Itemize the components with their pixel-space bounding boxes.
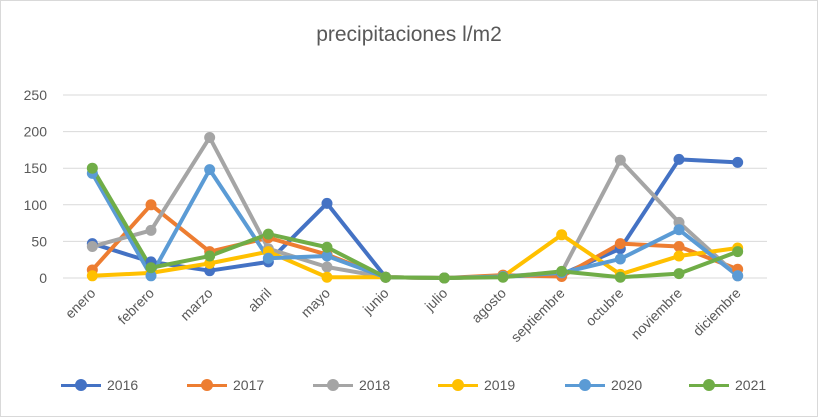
data-point-2018-octubre bbox=[614, 154, 626, 166]
x-tick-label: junio bbox=[359, 285, 392, 318]
legend-item-2018: 2018 bbox=[313, 373, 390, 397]
data-point-2018-marzo bbox=[204, 131, 216, 143]
legend-swatch bbox=[313, 379, 353, 391]
data-point-2020-diciembre bbox=[732, 270, 744, 282]
legend-swatch bbox=[689, 379, 729, 391]
x-tick-label: enero bbox=[62, 285, 99, 322]
data-point-2019-septiembre bbox=[556, 229, 568, 241]
data-point-2021-marzo bbox=[204, 250, 216, 262]
legend-label: 2016 bbox=[107, 377, 139, 393]
legend-swatch bbox=[61, 379, 101, 391]
x-tick-label: marzo bbox=[177, 285, 216, 324]
data-point-2020-abril bbox=[262, 252, 274, 264]
data-point-2021-febrero bbox=[145, 262, 157, 274]
legend: 2016 2017 2018 2019 2020 2021 bbox=[1, 373, 817, 397]
x-tick-label: mayo bbox=[298, 285, 334, 321]
legend-item-2017: 2017 bbox=[187, 373, 264, 397]
legend-swatch bbox=[565, 379, 605, 391]
data-point-2016-mayo bbox=[321, 197, 333, 209]
legend-swatch bbox=[187, 379, 227, 391]
legend-label: 2021 bbox=[735, 377, 767, 393]
y-tick-label: 200 bbox=[24, 124, 48, 140]
y-tick-label: 150 bbox=[24, 160, 48, 176]
legend-item-2021: 2021 bbox=[689, 373, 766, 397]
legend-label: 2020 bbox=[611, 377, 643, 393]
x-tick-label: diciembre bbox=[690, 285, 744, 339]
y-tick-label: 100 bbox=[24, 197, 48, 213]
data-point-2021-diciembre bbox=[732, 246, 744, 258]
data-point-2020-febrero bbox=[145, 270, 157, 282]
data-point-2018-mayo bbox=[321, 261, 333, 273]
series-points bbox=[86, 131, 744, 284]
data-point-2020-octubre bbox=[614, 253, 626, 265]
y-tick-label: 250 bbox=[24, 87, 48, 103]
data-point-2019-enero bbox=[86, 270, 98, 282]
data-point-2020-mayo bbox=[321, 250, 333, 262]
data-point-2018-febrero bbox=[145, 224, 157, 236]
legend-swatch bbox=[438, 379, 478, 391]
series-lines bbox=[90, 135, 740, 280]
data-point-2019-noviembre bbox=[673, 250, 685, 262]
data-point-2016-diciembre bbox=[732, 156, 744, 168]
legend-label: 2019 bbox=[484, 377, 516, 393]
data-point-2021-enero bbox=[86, 162, 98, 174]
data-point-2021-abril bbox=[262, 228, 274, 240]
x-tick-label: noviembre bbox=[628, 285, 686, 343]
data-point-2017-febrero bbox=[145, 199, 157, 211]
data-point-2017-noviembre bbox=[673, 241, 685, 253]
y-tick-label: 50 bbox=[31, 233, 47, 249]
data-point-2021-septiembre bbox=[556, 265, 568, 277]
legend-label: 2017 bbox=[233, 377, 265, 393]
data-point-2021-junio bbox=[380, 271, 392, 283]
data-point-2020-marzo bbox=[204, 164, 216, 176]
legend-item-2016: 2016 bbox=[61, 373, 138, 397]
y-tick-label: 0 bbox=[39, 270, 47, 286]
x-tick-label: agosto bbox=[468, 285, 509, 326]
legend-label: 2018 bbox=[359, 377, 391, 393]
data-point-2021-julio bbox=[438, 272, 450, 284]
series-line-2021 bbox=[90, 166, 740, 280]
chart-title: precipitaciones l/m2 bbox=[316, 23, 502, 46]
x-tick-label: febrero bbox=[114, 285, 157, 328]
x-tick-label: octubre bbox=[582, 285, 626, 329]
data-point-2021-agosto bbox=[497, 271, 509, 283]
x-axis-ticks: enero febrero marzo abril mayo junio julio agos… bbox=[62, 285, 744, 345]
data-point-2021-octubre bbox=[614, 271, 626, 283]
data-point-2021-mayo bbox=[321, 241, 333, 253]
data-point-2021-noviembre bbox=[673, 268, 685, 280]
data-point-2016-noviembre bbox=[673, 153, 685, 165]
data-point-2017-octubre bbox=[614, 238, 626, 250]
data-point-2018-enero bbox=[86, 241, 98, 253]
legend-item-2019: 2019 bbox=[438, 373, 515, 397]
x-tick-label: abril bbox=[244, 285, 274, 315]
y-axis-ticks: 0 50 100 150 200 250 bbox=[24, 87, 48, 286]
legend-item-2020: 2020 bbox=[565, 373, 642, 397]
x-tick-label: julio bbox=[421, 285, 451, 315]
x-tick-label: septiembre bbox=[507, 285, 567, 345]
data-point-2020-noviembre bbox=[673, 224, 685, 236]
data-point-2019-mayo bbox=[321, 271, 333, 283]
